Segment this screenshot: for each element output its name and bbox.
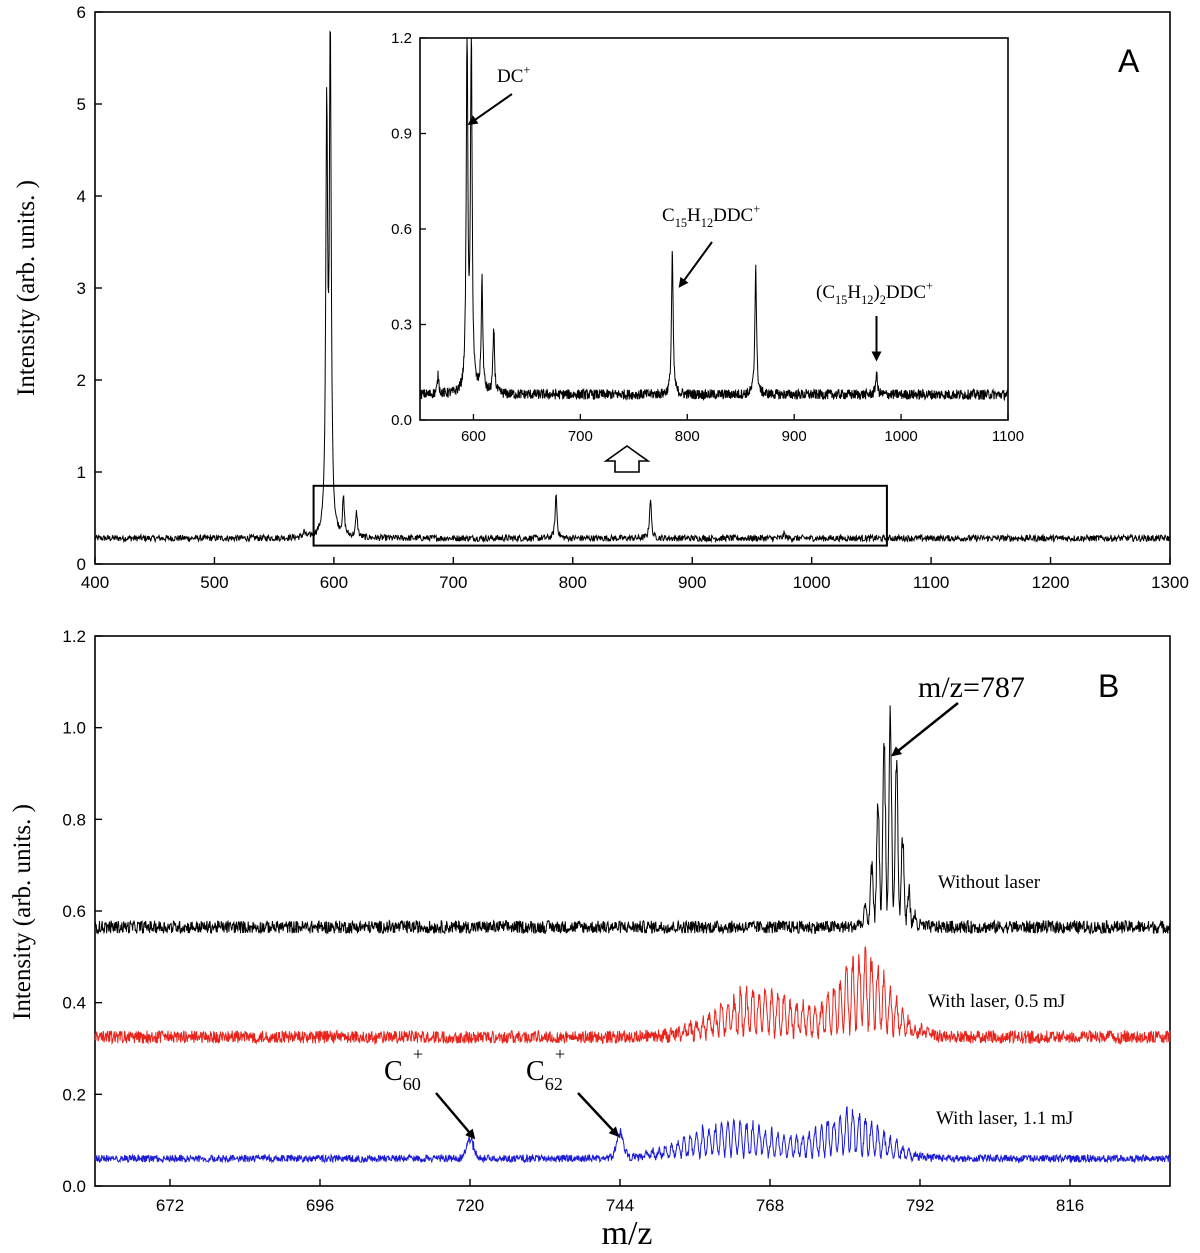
panel-b-y-axis-title: Intensity (arb. units. ) [9, 804, 36, 1020]
panel-a-letter: A [1118, 43, 1140, 79]
panel-b-y-tick-label: 0.0 [62, 1177, 86, 1196]
panel-a-x-tick-label: 1300 [1151, 573, 1189, 592]
panel-a-y-tick-label: 0 [77, 555, 86, 574]
panel-a: 0 1 2 3 4 5 6 400 500 600 700 800 900 1000 1100 1200 13… [13, 3, 1189, 592]
panel-b-x-tick-label: 768 [756, 1196, 784, 1215]
label-c15h12ddc-plus: C15H12DDC+ [662, 202, 760, 230]
panel-a-y-axis-title: Intensity (arb. units. ) [13, 180, 40, 396]
panel-a-x-tick-label: 1000 [793, 573, 831, 592]
label-dc-plus: DC+ [497, 63, 530, 87]
series-label-laser-0-5mj: With laser, 0.5 mJ [928, 991, 1065, 1012]
panel-a-y-tick-label: 6 [77, 3, 86, 22]
panel-b-y-tick-label: 0.6 [62, 902, 86, 921]
inset-x-tick-label: 600 [461, 428, 486, 445]
panel-b-x-axis: 672 696 720 744 768 792 816 [156, 1179, 1084, 1215]
panel-b-x-tick-label: 696 [306, 1196, 334, 1215]
label-mz-787: m/z=787 [918, 671, 1025, 704]
inset-x-tick-label: 1100 [992, 428, 1024, 445]
panel-a-x-tick-label: 700 [439, 573, 467, 592]
panel-b-y-tick-label: 0.8 [62, 810, 86, 829]
panel-a-y-tick-label: 2 [77, 371, 86, 390]
panel-b: 0.0 0.2 0.4 0.6 0.8 1.0 1.2 672 696 720 744 768 792… [9, 627, 1171, 1252]
panel-b-y-tick-label: 1.2 [62, 627, 86, 646]
panel-a-x-tick-label: 1100 [913, 573, 950, 592]
panel-a-zoom-box [312, 484, 888, 547]
panel-b-y-tick-label: 0.4 [62, 994, 86, 1013]
inset-x-axis: 600 700 800 900 1000 1100 [461, 414, 1024, 445]
panel-a-x-tick-label: 900 [678, 573, 706, 592]
panel-a-x-axis: 400 500 600 700 800 900 1000 1100 1200 1300 [81, 557, 1189, 592]
label-c15h12-2-ddc-plus: (C15H12)2DDC+ [816, 279, 933, 307]
panel-a-x-tick-label: 600 [320, 573, 348, 592]
arrow-dc-plus [467, 93, 513, 126]
panel-b-x-tick-label: 816 [1056, 1196, 1084, 1215]
arrow-mz-787 [891, 702, 959, 757]
label-c60-plus: C60+ [384, 1044, 423, 1094]
panel-b-y-tick-label: 1.0 [62, 719, 86, 738]
inset-x-tick-label: 1000 [884, 428, 917, 445]
series-label-laser-1-1mj: With laser, 1.1 mJ [936, 1108, 1073, 1129]
inset-frame [419, 37, 1009, 421]
panel-b-x-tick-label: 672 [156, 1196, 184, 1215]
arrow-c15h12ddc-plus [678, 241, 713, 288]
panel-b-y-axis: 0.0 0.2 0.4 0.6 0.8 1.0 1.2 [62, 627, 102, 1196]
panel-b-x-tick-label: 792 [906, 1196, 934, 1215]
panel-a-y-tick-label: 4 [77, 187, 86, 206]
inset-y-tick-label: 1.2 [391, 30, 412, 47]
inset-x-tick-label: 900 [782, 428, 807, 445]
panel-a-y-tick-label: 5 [77, 95, 86, 114]
series-label-without-laser: Without laser [938, 872, 1041, 893]
panel-a-inset: 0.0 0.3 0.6 0.9 1.2 600 700 800 900 1000 1100 DC+… [391, 30, 1024, 445]
panel-a-y-tick-label: 3 [77, 279, 86, 298]
panel-a-x-tick-label: 800 [559, 573, 587, 592]
inset-x-tick-label: 700 [568, 428, 593, 445]
inset-y-tick-label: 0.6 [391, 221, 412, 238]
panel-a-y-axis: 0 1 2 3 4 5 6 [77, 3, 102, 574]
inset-x-tick-label: 800 [675, 428, 700, 445]
panel-a-x-tick-label: 500 [200, 573, 228, 592]
trace-laser-1-1mj [94, 1105, 1171, 1164]
panel-a-x-tick-label: 400 [81, 573, 109, 592]
panel-a-x-tick-label: 1200 [1032, 573, 1070, 592]
panel-b-x-axis-title: m/z [602, 1215, 653, 1252]
arrow-c62-plus [577, 1092, 620, 1138]
zoom-arrow-icon [603, 445, 651, 473]
trace-without-laser [94, 705, 1171, 935]
label-c62-plus: C62+ [526, 1044, 565, 1094]
arrow-c60-plus [435, 1092, 476, 1140]
inset-y-tick-label: 0.9 [391, 126, 412, 143]
inset-y-axis: 0.0 0.3 0.6 0.9 1.2 [391, 30, 426, 429]
panel-b-letter: B [1098, 668, 1119, 704]
trace-laser-0-5mj [94, 945, 1171, 1046]
panel-a-y-tick-label: 1 [77, 463, 86, 482]
inset-y-tick-label: 0.3 [391, 317, 412, 334]
panel-b-y-tick-label: 0.2 [62, 1085, 86, 1104]
panel-a-spectrum-line [94, 30, 1171, 544]
panel-b-frame [94, 635, 1171, 1187]
panel-b-x-tick-label: 744 [606, 1196, 634, 1215]
inset-y-tick-label: 0.0 [391, 412, 412, 429]
inset-spectrum-line [419, 37, 1009, 402]
panel-b-x-tick-label: 720 [456, 1196, 484, 1215]
